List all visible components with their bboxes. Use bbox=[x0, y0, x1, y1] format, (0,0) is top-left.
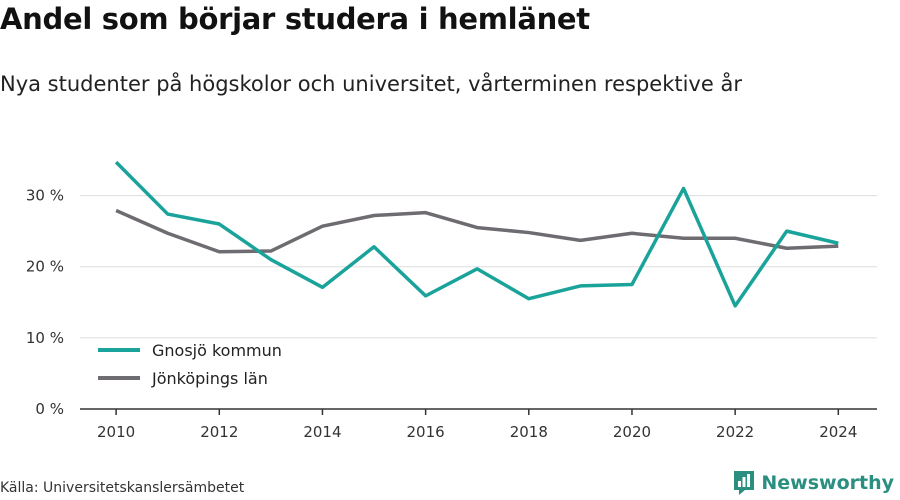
brand-logo: Newsworthy bbox=[733, 470, 894, 496]
y-tick-label: 0 % bbox=[35, 400, 64, 418]
gridlines bbox=[80, 195, 877, 339]
series-lines bbox=[114, 160, 839, 308]
x-tick-label: 2010 bbox=[97, 423, 135, 441]
x-tick-label: 2016 bbox=[407, 423, 445, 441]
series-line-1 bbox=[115, 208, 839, 254]
x-tick-label: 2018 bbox=[510, 423, 548, 441]
chart-title: Andel som börjar studera i hemlänet bbox=[0, 2, 590, 36]
y-tick-label: 10 % bbox=[26, 329, 64, 347]
source-note: Källa: Universitetskanslersämbetet bbox=[0, 480, 245, 496]
x-tick-label: 2014 bbox=[303, 423, 341, 441]
x-tick-label: 2022 bbox=[716, 423, 754, 441]
chart-subtitle: Nya studenter på högskolor och universit… bbox=[0, 72, 742, 96]
y-axis-labels: 0 % 10 % 20 % 30 % bbox=[26, 187, 64, 418]
bar-chart-icon bbox=[734, 471, 755, 495]
x-axis: 2010 2012 2014 2016 2018 2020 2022 2024 bbox=[80, 408, 877, 441]
line-chart: 0 % 10 % 20 % 30 % 2010 2012 2014 2016 2018 2020… bbox=[26, 160, 877, 441]
x-tick-label: 2012 bbox=[200, 423, 238, 441]
series-line-0 bbox=[114, 160, 839, 308]
x-tick-label: 2024 bbox=[819, 423, 857, 441]
y-tick-label: 20 % bbox=[26, 258, 64, 276]
legend-label: Jönköpings län bbox=[151, 369, 268, 388]
legend: Gnosjö kommun Jönköpings län bbox=[98, 341, 282, 388]
legend-label: Gnosjö kommun bbox=[152, 341, 282, 360]
brand-name: Newsworthy bbox=[761, 472, 894, 494]
x-tick-label: 2020 bbox=[613, 423, 651, 441]
y-tick-label: 30 % bbox=[26, 187, 64, 205]
